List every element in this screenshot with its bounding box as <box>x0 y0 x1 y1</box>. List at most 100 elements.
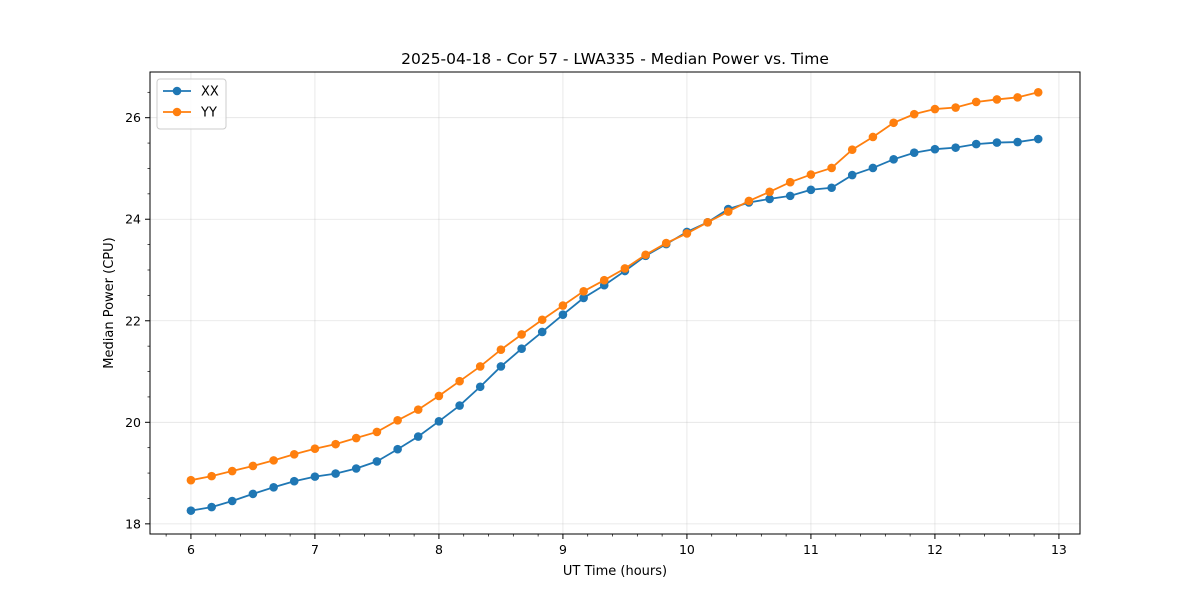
data-point-xx <box>785 191 795 201</box>
data-point-xx <box>806 185 816 195</box>
data-point-yy <box>248 461 258 471</box>
data-point-yy <box>289 449 299 459</box>
data-point-yy <box>620 264 630 273</box>
data-point-xx <box>1033 134 1043 144</box>
x-tick-label: 7 <box>311 542 319 557</box>
legend-item-yy: YY <box>163 106 217 121</box>
data-point-yy <box>868 132 878 142</box>
data-point-yy <box>496 345 506 355</box>
data-point-xx <box>434 416 444 426</box>
data-point-yy <box>579 287 588 296</box>
data-point-yy <box>723 207 733 216</box>
data-point-yy <box>765 187 774 197</box>
data-point-xx <box>992 138 1002 147</box>
data-point-xx <box>331 469 340 478</box>
data-point-yy <box>269 456 278 465</box>
data-point-xx <box>909 148 919 158</box>
data-point-yy <box>372 427 382 437</box>
data-point-yy <box>806 170 816 179</box>
x-tick-label: 6 <box>187 542 195 557</box>
data-point-yy <box>703 217 712 227</box>
y-axis-ticks: 18 20 22 24 26 <box>125 91 150 531</box>
data-point-yy <box>992 95 1002 104</box>
x-tick-label: 12 <box>927 542 943 557</box>
data-point-yy <box>682 229 692 238</box>
data-point-yy <box>517 330 526 339</box>
plot-frame <box>149 71 1081 535</box>
series-layer <box>186 88 1043 515</box>
data-point-yy <box>661 238 671 248</box>
data-point-xx <box>372 457 382 466</box>
data-point-yy <box>930 104 940 114</box>
data-point-xx <box>248 489 258 499</box>
data-point-yy <box>785 177 795 187</box>
data-point-yy <box>310 444 320 454</box>
data-point-xx <box>207 502 216 512</box>
data-point-xx <box>558 310 568 319</box>
data-point-yy <box>207 471 216 481</box>
data-point-yy <box>744 196 754 206</box>
data-point-yy <box>641 250 650 260</box>
data-point-xx <box>951 143 960 152</box>
data-point-yy <box>227 466 237 476</box>
data-point-xx <box>351 464 361 473</box>
legend-marker <box>172 107 182 117</box>
data-point-yy <box>351 433 361 443</box>
data-point-yy <box>599 275 609 285</box>
data-point-xx <box>289 476 299 486</box>
data-point-xx <box>868 163 878 173</box>
y-axis-title: Median Power (CPU) <box>102 237 117 368</box>
data-point-yy <box>393 415 402 425</box>
x-axis-ticks: 6 7 8 9 10 11 12 13 <box>165 534 1067 557</box>
data-point-xx <box>889 155 898 164</box>
data-point-yy <box>847 145 857 154</box>
legend-label: YY <box>200 106 217 121</box>
data-point-yy <box>331 439 340 449</box>
data-point-yy <box>434 391 444 401</box>
chart-title: 2025-04-18 - Cor 57 - LWA335 - Median Po… <box>401 50 829 68</box>
data-point-yy <box>558 301 568 310</box>
data-point-xx <box>930 144 940 154</box>
x-tick-label: 11 <box>803 542 819 557</box>
data-point-yy <box>186 475 196 485</box>
data-point-yy <box>475 362 485 371</box>
data-point-yy <box>951 103 960 112</box>
data-point-yy <box>909 109 919 119</box>
data-point-xx <box>765 194 774 204</box>
data-point-xx <box>455 401 464 410</box>
x-axis-title: UT Time (hours) <box>563 564 667 579</box>
legend-item-xx: XX <box>163 85 219 100</box>
legend-label: XX <box>201 85 219 100</box>
data-point-xx <box>537 327 547 337</box>
data-point-xx <box>269 482 278 492</box>
data-point-yy <box>537 315 547 325</box>
data-point-xx <box>971 139 981 149</box>
data-point-xx <box>475 382 485 392</box>
legend: XX YY <box>156 78 227 130</box>
data-point-xx <box>579 293 588 303</box>
series-yy <box>186 88 1043 485</box>
data-point-xx <box>517 344 526 353</box>
data-point-xx <box>827 183 836 193</box>
x-tick-label: 10 <box>679 542 695 557</box>
legend-marker <box>172 86 182 96</box>
x-tick-label: 9 <box>559 542 567 557</box>
data-point-xx <box>847 170 857 180</box>
data-point-xx <box>227 496 237 506</box>
data-point-xx <box>310 472 320 481</box>
data-point-yy <box>827 163 836 173</box>
data-point-yy <box>1033 88 1043 97</box>
data-point-yy <box>889 118 898 128</box>
data-point-xx <box>413 432 423 441</box>
y-tick-label: 18 <box>125 516 141 531</box>
data-point-yy <box>413 405 423 414</box>
data-point-xx <box>186 506 196 515</box>
grid-lines <box>150 72 1080 534</box>
y-tick-label: 20 <box>125 415 141 430</box>
data-point-xx <box>1013 137 1022 147</box>
data-point-xx <box>393 444 402 454</box>
y-tick-label: 24 <box>125 212 141 227</box>
y-tick-label: 22 <box>125 313 141 328</box>
data-point-xx <box>496 362 506 371</box>
